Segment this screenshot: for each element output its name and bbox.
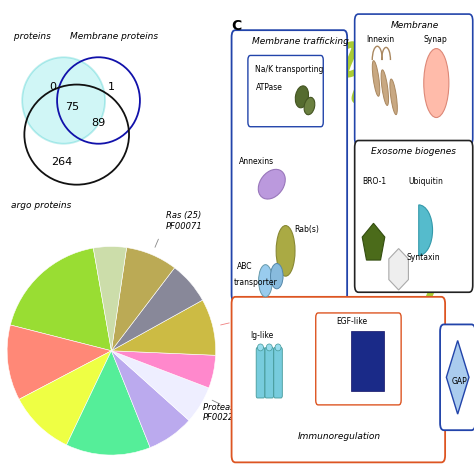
Text: ABC: ABC <box>237 262 252 271</box>
Text: 89: 89 <box>91 118 106 128</box>
Text: EGF-like: EGF-like <box>336 318 367 327</box>
Text: ATPase: ATPase <box>255 83 283 92</box>
Text: Ras (25)
PF00071: Ras (25) PF00071 <box>166 211 203 231</box>
FancyBboxPatch shape <box>232 297 445 462</box>
Wedge shape <box>111 351 189 447</box>
Polygon shape <box>362 223 385 260</box>
Wedge shape <box>111 268 202 351</box>
Wedge shape <box>111 351 216 388</box>
Ellipse shape <box>22 57 105 144</box>
Ellipse shape <box>259 264 273 297</box>
Text: Annexins: Annexins <box>239 156 274 165</box>
FancyBboxPatch shape <box>440 324 474 430</box>
Text: GAP: GAP <box>451 377 467 386</box>
Ellipse shape <box>390 79 397 115</box>
Text: C: C <box>232 19 242 33</box>
Polygon shape <box>389 248 409 290</box>
Text: Exosome biogenes: Exosome biogenes <box>371 147 456 156</box>
Text: Na/K transporting: Na/K transporting <box>255 64 324 73</box>
Text: proteins: proteins <box>11 32 51 41</box>
Ellipse shape <box>372 61 380 96</box>
Text: Ig-like: Ig-like <box>250 331 273 340</box>
Ellipse shape <box>271 264 283 289</box>
FancyBboxPatch shape <box>248 55 323 127</box>
Ellipse shape <box>381 70 389 105</box>
Ellipse shape <box>275 344 281 351</box>
Ellipse shape <box>258 169 285 199</box>
Text: 75: 75 <box>65 102 79 112</box>
Text: transporter: transporter <box>234 278 278 287</box>
Wedge shape <box>111 351 209 420</box>
FancyBboxPatch shape <box>265 347 273 398</box>
Wedge shape <box>111 300 216 356</box>
Wedge shape <box>419 205 433 255</box>
Text: Ubiquitin: Ubiquitin <box>409 177 444 186</box>
FancyBboxPatch shape <box>355 140 473 292</box>
Text: Membrane: Membrane <box>391 21 439 30</box>
Text: BRO-1: BRO-1 <box>362 177 386 186</box>
Text: argo proteins: argo proteins <box>11 201 72 210</box>
Text: Innexin: Innexin <box>366 35 394 44</box>
Ellipse shape <box>266 344 272 351</box>
Text: Dynein_light (16)
PF01221: Dynein_light (16) PF01221 <box>248 309 320 328</box>
Wedge shape <box>7 325 111 399</box>
Polygon shape <box>447 340 469 414</box>
FancyBboxPatch shape <box>351 331 383 391</box>
FancyBboxPatch shape <box>232 30 347 301</box>
Wedge shape <box>66 351 150 455</box>
Wedge shape <box>10 248 111 351</box>
Text: Rab(s): Rab(s) <box>294 226 319 235</box>
Text: Proteasome (14)
PF00227: Proteasome (14) PF00227 <box>203 403 273 422</box>
Text: Synap: Synap <box>424 35 447 44</box>
Text: Membrane proteins: Membrane proteins <box>70 32 158 41</box>
Ellipse shape <box>257 344 264 351</box>
FancyBboxPatch shape <box>316 313 401 405</box>
Ellipse shape <box>304 97 315 115</box>
Wedge shape <box>111 247 174 351</box>
Wedge shape <box>93 246 127 351</box>
Text: Membrane trafficking: Membrane trafficking <box>252 37 348 46</box>
Ellipse shape <box>276 226 295 276</box>
FancyBboxPatch shape <box>274 347 283 398</box>
Text: Syntaxin: Syntaxin <box>406 253 440 262</box>
Text: 264: 264 <box>51 157 72 167</box>
FancyBboxPatch shape <box>256 347 265 398</box>
FancyBboxPatch shape <box>355 14 473 145</box>
Ellipse shape <box>295 86 309 108</box>
Text: Immunoregulation: Immunoregulation <box>298 432 381 441</box>
Wedge shape <box>19 351 111 445</box>
Text: 1: 1 <box>108 82 115 92</box>
Text: 0: 0 <box>49 82 56 92</box>
Ellipse shape <box>424 48 449 118</box>
